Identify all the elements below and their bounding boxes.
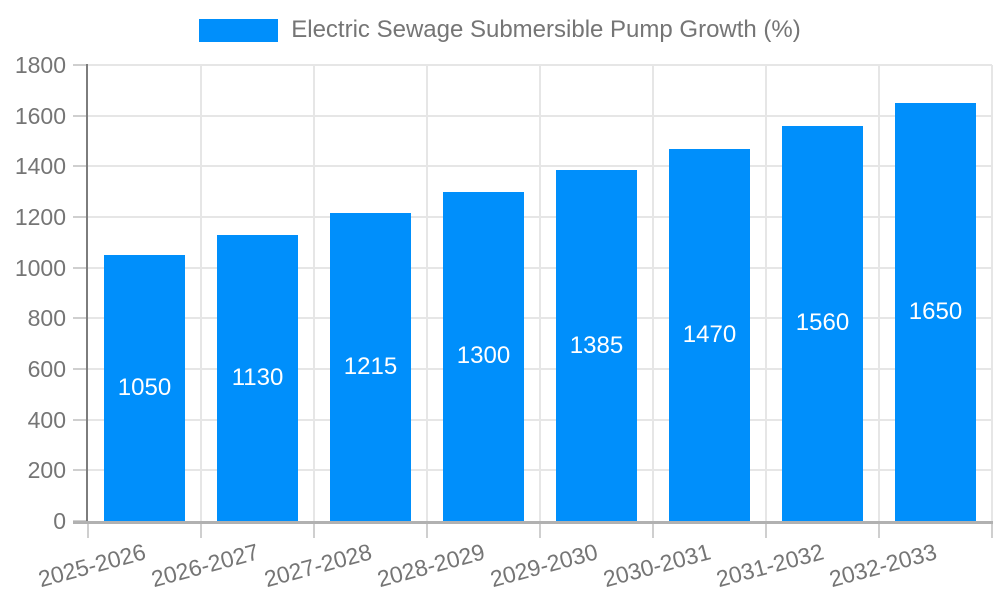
x-axis-label: 2027-2028 bbox=[260, 538, 374, 593]
v-gridline bbox=[652, 65, 654, 521]
y-tick bbox=[73, 114, 88, 117]
x-tick bbox=[200, 523, 202, 538]
y-tick bbox=[73, 418, 88, 421]
bar[interactable] bbox=[782, 125, 863, 521]
x-tick bbox=[87, 523, 89, 538]
bar[interactable] bbox=[217, 234, 298, 521]
y-axis-label: 1200 bbox=[14, 204, 66, 230]
y-axis-label: 200 bbox=[27, 457, 66, 484]
y-tick bbox=[73, 469, 88, 472]
x-axis-line bbox=[73, 521, 993, 524]
v-gridline bbox=[200, 65, 202, 521]
bar-value-label: 1050 bbox=[117, 374, 172, 401]
bar-value-label: 1470 bbox=[682, 320, 737, 348]
x-axis-label: 2025-2026 bbox=[34, 538, 148, 593]
v-gridline bbox=[878, 65, 880, 521]
bar[interactable] bbox=[669, 148, 750, 521]
x-axis-label: 2028-2029 bbox=[373, 538, 487, 593]
legend-swatch bbox=[199, 18, 279, 42]
bar[interactable] bbox=[895, 103, 976, 521]
y-axis-line bbox=[86, 64, 88, 524]
bar-value-label: 1385 bbox=[569, 331, 624, 359]
x-axis-label: 2029-2030 bbox=[486, 538, 600, 593]
y-tick bbox=[73, 266, 88, 269]
y-tick bbox=[73, 216, 88, 218]
bar[interactable] bbox=[556, 170, 637, 521]
bar[interactable] bbox=[104, 255, 185, 521]
bar[interactable] bbox=[443, 191, 524, 521]
v-gridline bbox=[313, 65, 315, 521]
v-gridline bbox=[426, 65, 428, 521]
x-axis-label: 2030-2031 bbox=[599, 538, 713, 593]
chart-legend[interactable]: Electric Sewage Submersible Pump Growth … bbox=[0, 17, 1000, 43]
bar-value-label: 1300 bbox=[456, 342, 511, 370]
y-axis-label: 400 bbox=[27, 406, 66, 433]
y-tick bbox=[73, 165, 88, 168]
v-gridline bbox=[539, 65, 541, 521]
x-tick bbox=[313, 523, 315, 538]
x-tick bbox=[878, 523, 880, 538]
x-tick bbox=[652, 523, 654, 538]
bar[interactable] bbox=[330, 213, 411, 521]
y-tick bbox=[73, 64, 88, 66]
bar-value-label: 1650 bbox=[908, 298, 963, 325]
x-tick bbox=[426, 523, 428, 538]
y-axis-label: 1400 bbox=[14, 153, 66, 180]
y-axis-label: 0 bbox=[53, 508, 66, 534]
x-axis-label: 2032-2033 bbox=[825, 538, 939, 593]
legend-label: Electric Sewage Submersible Pump Growth … bbox=[291, 16, 801, 43]
x-axis-label: 2026-2027 bbox=[147, 538, 261, 593]
x-axis-label: 2031-2032 bbox=[712, 538, 826, 593]
x-tick bbox=[991, 523, 993, 538]
y-axis-label: 1800 bbox=[14, 52, 66, 78]
v-gridline bbox=[991, 65, 993, 521]
bar-value-label: 1215 bbox=[343, 353, 398, 381]
y-axis-label: 1600 bbox=[14, 102, 66, 129]
y-tick bbox=[73, 368, 88, 370]
bar-value-label: 1560 bbox=[795, 309, 850, 337]
y-axis-label: 800 bbox=[27, 305, 66, 332]
x-tick bbox=[765, 523, 767, 538]
v-gridline bbox=[765, 65, 767, 521]
y-axis-label: 1000 bbox=[14, 254, 66, 281]
bar-value-label: 1130 bbox=[231, 363, 284, 391]
y-tick bbox=[73, 317, 88, 320]
x-tick bbox=[539, 523, 541, 538]
y-axis-label: 600 bbox=[27, 356, 66, 382]
